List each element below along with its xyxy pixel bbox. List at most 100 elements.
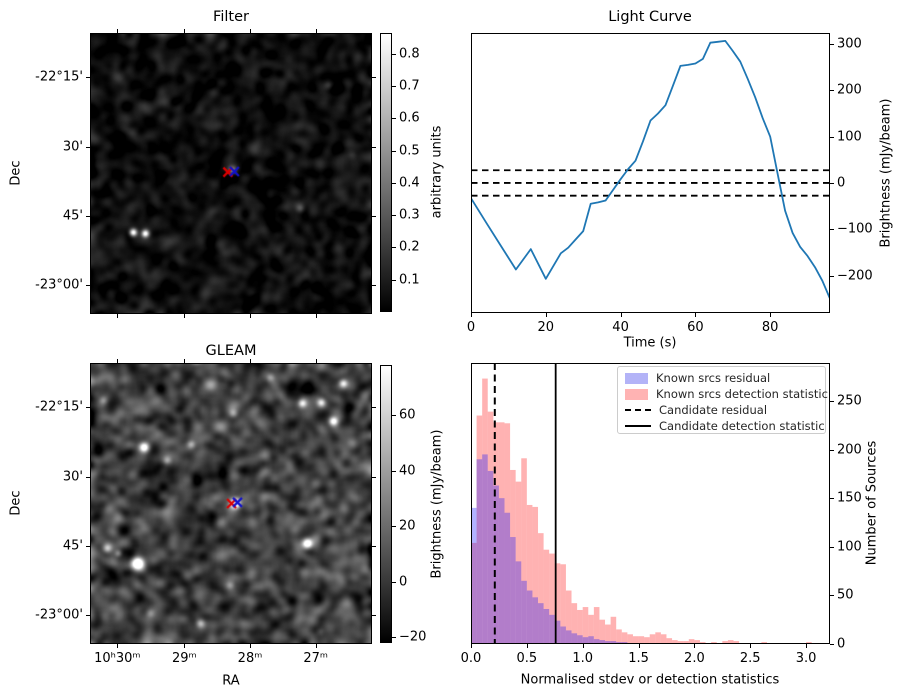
y-tick [86,476,90,478]
hist-bar-blue [504,512,511,644]
x-tick-label: 60 [687,320,704,335]
y-tick-label: 200 [837,82,862,98]
hist-bar-pink [571,603,578,644]
colorbar-tick [392,182,396,184]
hist-bar-blue [543,609,550,644]
hist-bar-blue [571,633,578,644]
y-tick [86,545,90,547]
y-tick [830,136,834,138]
x-tick [638,644,640,648]
legend-label: Known srcs detection statistic [656,387,828,401]
hist-bar-pink [660,634,667,644]
gleam-colorbar-label: Brightness (mJy/beam) [429,429,445,579]
legend-swatch-blue-patch [625,372,648,384]
histogram-ylabel: Number of Sources [864,440,880,566]
y-tick-right [372,285,376,287]
y-tick [86,146,90,148]
y-tick [830,546,834,548]
y-tick-right [372,476,376,478]
hist-bar-pink [621,632,628,644]
x-tick-label: 10ʰ30ᵐ [94,651,141,666]
hist-bar-blue [526,590,533,644]
x-tick [545,313,547,317]
hist-bar-pink [482,378,488,644]
x-tick [806,644,808,648]
colorbar-tick [392,215,396,217]
hist-bar-pink [560,564,566,644]
hist-bar-pink [549,553,555,644]
hist-bar-pink [538,533,544,644]
x-tick [184,314,186,318]
colorbar-tick-label: −20 [399,629,427,645]
hist-bar-blue [510,537,516,644]
legend-item-known-srcs-residual: Known srcs residual [625,370,819,386]
y-tick-label: 100 [837,129,862,145]
filter-axes-box [90,33,372,314]
x-tick-top [117,29,119,33]
filter-colorbar-label: arbitrary units [429,125,445,219]
y-tick-label: −100 [837,221,873,237]
y-tick-label: -23°00' [35,277,83,293]
y-tick-right [372,545,376,547]
colorbar-tick-label: 0.1 [399,272,420,288]
hist-bar-pink [694,640,700,644]
y-tick-label: −200 [837,268,873,283]
hist-bar-blue [487,470,494,644]
x-tick-label: 0 [466,320,476,335]
colorbar-tick [392,470,396,472]
x-tick-label: 20 [537,320,555,335]
hist-bar-blue [549,614,555,644]
hist-bar-blue [565,630,572,644]
hist-bar-pink [593,607,600,644]
x-tick [117,314,119,318]
hist-bar-pink [722,641,728,644]
x-tick [315,314,317,318]
hist-bar-blue [493,485,499,644]
lightcurve-plot [471,40,830,300]
hist-bar-pink [599,619,606,644]
y-tick [830,90,834,92]
legend-label: Candidate residual [659,403,768,417]
y-tick [830,644,834,645]
x-tick [117,644,119,648]
x-tick [526,644,528,648]
hist-bar-pink [644,637,650,644]
y-tick [830,449,834,451]
x-tick-label: 0.0 [460,651,482,666]
colorbar-tick-label: 0.3 [399,207,420,223]
lightcurve-title: Light Curve [608,9,692,25]
colorbar-tick [392,118,396,120]
hist-bar-pink [504,423,511,644]
y-tick [86,285,90,287]
y-tick-label: 0 [837,175,846,191]
colorbar-tick-label: 0.5 [399,143,420,159]
x-tick-label: 40 [612,320,629,335]
hist-bar-pink [649,634,656,644]
y-tick-label: 30' [62,139,83,155]
gleam-colorbar [380,365,392,643]
gleam-axes-box [90,363,372,644]
lightcurve-ylabel: Brightness (mJy/beam) [878,98,894,248]
hist-bar-blue [588,636,594,644]
y-tick [86,77,90,79]
hist-bar-blue [599,640,606,644]
hist-bar-blue [476,459,483,644]
hist-bar-pink [638,636,645,644]
x-tick-label: 27ᵐ [303,651,328,666]
colorbar-tick-label: 0.4 [399,175,420,191]
y-tick-label: 30' [62,469,83,485]
hist-bar-blue [554,620,561,644]
y-tick-label: 50 [837,587,854,603]
y-tick-label: 300 [837,36,862,52]
hist-bar-pink [565,590,572,644]
colorbar-tick-label: 0.6 [399,110,420,126]
hist-bar-blue [582,637,589,644]
lightcurve-xlabel: Time (s) [623,335,677,351]
hist-bar-pink [627,634,633,644]
y-tick [86,615,90,617]
colorbar-tick-label: 60 [399,407,416,423]
x-tick-top [250,29,251,33]
hist-bar-blue [605,641,611,644]
x-tick-top [250,359,251,363]
